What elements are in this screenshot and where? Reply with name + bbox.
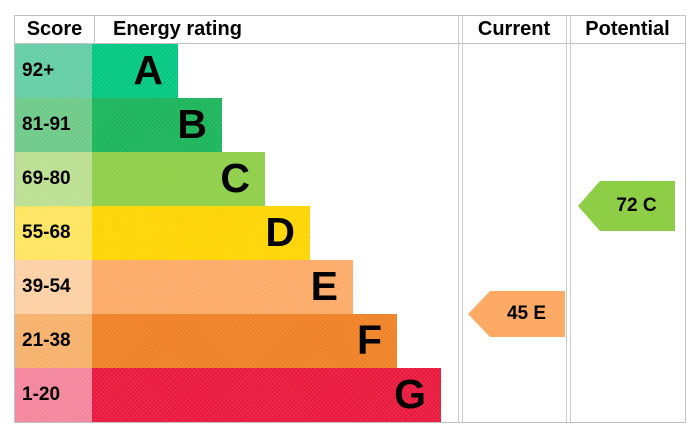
band-row-d: 55-68 D bbox=[15, 206, 685, 260]
band-rows: 92+ A 81-91 B 69-80 C 55-68 D 39-54 E 21… bbox=[15, 44, 685, 422]
score-cell: 92+ bbox=[15, 44, 92, 98]
header-potential: Potential bbox=[585, 18, 670, 40]
header-current: Current bbox=[477, 18, 551, 40]
column-separator bbox=[462, 16, 463, 422]
score-cell: 1-20 bbox=[15, 368, 92, 422]
score-cell: 69-80 bbox=[15, 152, 92, 206]
band-row-b: 81-91 B bbox=[15, 98, 685, 152]
score-cell: 81-91 bbox=[15, 98, 92, 152]
band-row-f: 21-38 F bbox=[15, 314, 685, 368]
chart-frame: Score Energy rating Current Potential 92… bbox=[14, 15, 686, 423]
band-row-c: 69-80 C bbox=[15, 152, 685, 206]
band-bar: B bbox=[92, 98, 222, 152]
band-bar: G bbox=[92, 368, 441, 422]
band-bar: D bbox=[92, 206, 310, 260]
potential-rating-arrow: 72 C bbox=[578, 181, 675, 231]
score-cell: 55-68 bbox=[15, 206, 92, 260]
band-row-g: 1-20 G bbox=[15, 368, 685, 422]
header-divider bbox=[94, 16, 95, 43]
column-separator bbox=[570, 16, 571, 422]
band-row-a: 92+ A bbox=[15, 44, 685, 98]
band-bar: C bbox=[92, 152, 265, 206]
current-rating-arrow: 45 E bbox=[468, 291, 565, 337]
band-row-e: 39-54 E bbox=[15, 260, 685, 314]
score-cell: 39-54 bbox=[15, 260, 92, 314]
header-score: Score bbox=[26, 18, 83, 40]
band-bar: E bbox=[92, 260, 353, 314]
header-energy-rating: Energy rating bbox=[113, 18, 242, 40]
header-row: Score Energy rating Current Potential bbox=[15, 16, 685, 44]
score-cell: 21-38 bbox=[15, 314, 92, 368]
band-bar: F bbox=[92, 314, 397, 368]
band-bar: A bbox=[92, 44, 178, 98]
column-separator bbox=[566, 16, 567, 422]
column-separator bbox=[458, 16, 459, 422]
